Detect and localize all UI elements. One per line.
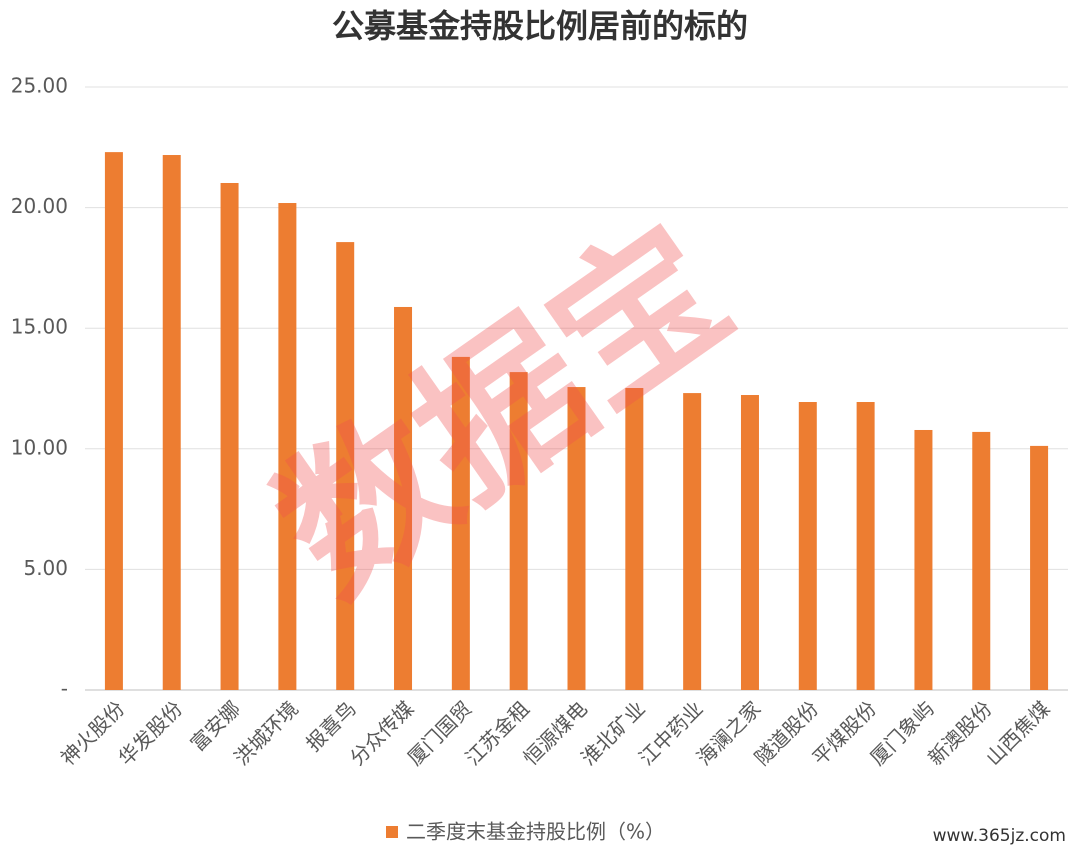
bar [798,402,817,690]
source-label: www.365jz.com [933,826,1066,846]
bar [1030,445,1049,690]
y-tick-label: 10.00 [11,435,68,459]
bar [683,393,702,690]
bar [972,431,991,690]
bar [567,387,586,690]
bar [451,356,470,690]
bar [162,155,181,690]
bar [104,152,123,690]
bar [509,372,528,690]
bar [856,402,875,690]
y-tick-label: 5.00 [23,556,68,580]
y-tick-label: 25.00 [11,74,68,98]
chart-title: 公募基金持股比例居前的标的 [332,7,748,45]
legend-label: 二季度末基金持股比例（%） [406,820,665,844]
bar [278,203,297,690]
bar [914,429,933,690]
y-tick-label: 20.00 [11,194,68,218]
y-tick-label: 15.00 [11,315,68,339]
bar [625,388,644,690]
bar [336,242,355,690]
bar [740,395,759,690]
legend-swatch [386,826,398,838]
y-tick-label: - [61,677,68,701]
bar [394,306,413,690]
bar [220,182,239,690]
